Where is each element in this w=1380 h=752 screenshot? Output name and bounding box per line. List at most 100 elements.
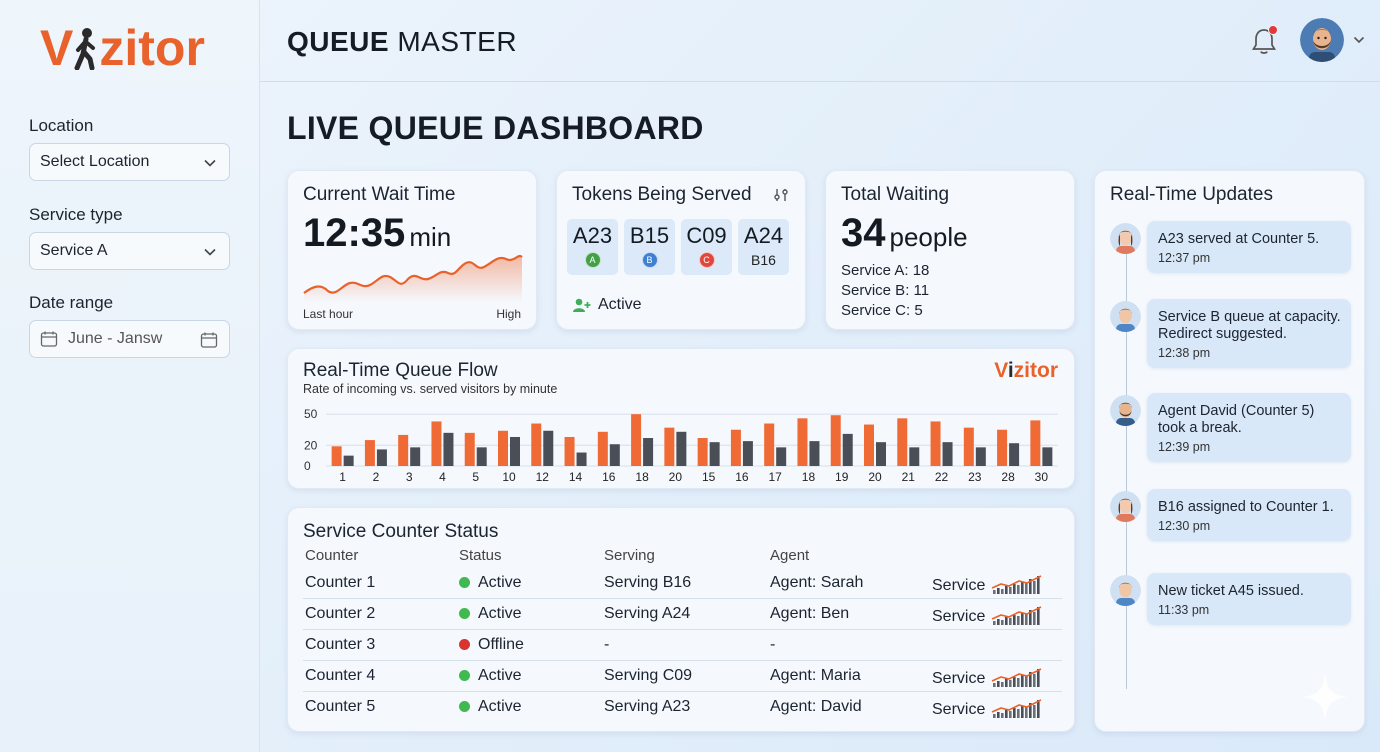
update-item[interactable]: B16 assigned to Counter 1. 12:30 pm xyxy=(1147,489,1351,541)
bar-served xyxy=(942,442,953,466)
mini-trend-bar xyxy=(1021,613,1024,625)
bar-served xyxy=(975,447,986,466)
x-tick-label: 15 xyxy=(702,470,716,484)
bar-served xyxy=(709,442,720,466)
table-row[interactable]: Counter 3 Offline - - xyxy=(303,630,1062,661)
bar-served xyxy=(476,447,487,466)
bar-incoming xyxy=(864,424,874,466)
total-waiting-unit: people xyxy=(889,222,968,252)
wait-time-card: Current Wait Time 12:35 min Last hour Hig… xyxy=(287,170,537,330)
service-type-select[interactable]: Service A xyxy=(29,232,230,270)
mini-trend-bar xyxy=(1001,589,1004,594)
x-tick-label: 20 xyxy=(669,470,683,484)
wait-time-number: 12:35 xyxy=(303,211,406,255)
mini-trend-bar xyxy=(1017,585,1020,594)
queue-flow-card: Real-Time Queue Flow Rate of incoming vs… xyxy=(287,348,1075,489)
mini-trend-bar xyxy=(1025,614,1028,625)
calendar-icon[interactable] xyxy=(200,331,218,349)
counter-serving: Serving A24 xyxy=(604,605,691,622)
person-avatar-icon xyxy=(1110,491,1141,522)
counter-serving: Serving C09 xyxy=(604,667,693,684)
counter-status-text: Offline xyxy=(478,636,524,653)
brand-logo[interactable]: V zitor xyxy=(40,20,205,76)
counter-agent: Agent: Ben xyxy=(770,605,850,622)
mini-trend-line xyxy=(992,699,1042,713)
x-tick-label: 18 xyxy=(802,470,816,484)
mini-trend-bar xyxy=(1013,584,1016,594)
mini-trend-bar xyxy=(1029,610,1032,625)
location-select[interactable]: Select Location xyxy=(29,143,230,181)
app-title: QUEUE MASTER xyxy=(287,26,517,58)
update-avatar xyxy=(1110,223,1141,254)
chevron-down-icon[interactable] xyxy=(1353,34,1365,46)
counter-name: Counter 5 xyxy=(305,698,376,715)
counter-status: Active xyxy=(459,574,522,592)
mini-trend-bar xyxy=(1037,700,1040,718)
counter-service: Service xyxy=(932,574,1043,595)
mini-trend-chart xyxy=(992,606,1042,625)
bar-incoming xyxy=(897,418,908,466)
walking-person-icon xyxy=(74,28,96,70)
adjust-icon[interactable] xyxy=(773,187,789,203)
bar-incoming xyxy=(764,423,775,466)
breakdown-service-c: Service C: 5 xyxy=(841,302,923,319)
mini-trend-bar xyxy=(993,714,996,718)
token-chip[interactable]: B15 B xyxy=(624,219,675,275)
counter-name: Counter 3 xyxy=(305,636,376,653)
notification-dot xyxy=(1268,25,1278,35)
update-item[interactable]: New ticket A45 issued. 11:33 pm xyxy=(1147,573,1351,625)
token-code: B15 xyxy=(629,223,670,248)
update-item[interactable]: Service B queue at capacity. Redirect su… xyxy=(1147,299,1351,368)
mini-trend-bar xyxy=(1017,616,1020,625)
token-chip[interactable]: A23 A xyxy=(567,219,618,275)
x-tick-label: 17 xyxy=(769,470,783,484)
token-chip[interactable]: C09 C xyxy=(681,219,732,275)
update-avatar xyxy=(1110,575,1141,606)
chevron-down-icon xyxy=(204,159,216,167)
bar-incoming xyxy=(697,438,708,466)
mini-trend-bar xyxy=(1021,582,1024,594)
mini-trend-bar xyxy=(993,683,996,687)
counter-status-card: Service Counter Status Counter Status Se… xyxy=(287,507,1075,732)
table-row[interactable]: Counter 2 Active Serving A24 Agent: Ben Serv… xyxy=(303,599,1062,630)
mini-trend-chart xyxy=(992,668,1042,687)
user-avatar[interactable] xyxy=(1300,18,1344,62)
table-row[interactable]: Counter 4 Active Serving C09 Agent: Maria Se… xyxy=(303,661,1062,692)
x-tick-label: 30 xyxy=(1035,470,1049,484)
bar-served xyxy=(676,431,687,466)
total-waiting-value: 34 people xyxy=(841,211,968,256)
mini-trend-bar xyxy=(1033,581,1036,594)
status-dot xyxy=(459,639,470,650)
update-item[interactable]: Agent David (Counter 5) took a break. 12:… xyxy=(1147,393,1351,462)
counter-serving: Serving A23 xyxy=(604,698,691,715)
counter-serving: Serving B16 xyxy=(604,574,692,591)
bar-served xyxy=(343,455,354,466)
tokens-title: Tokens Being Served xyxy=(572,184,752,205)
flow-logo-i: i xyxy=(1007,359,1014,382)
counter-service-text: Service xyxy=(932,608,986,625)
counter-agent: Agent: David xyxy=(770,698,862,715)
mini-trend-bar xyxy=(1013,677,1016,687)
x-tick-label: 10 xyxy=(502,470,516,484)
bar-served xyxy=(742,441,753,466)
bar-served xyxy=(376,449,387,466)
mini-trend-bar xyxy=(1009,680,1012,687)
token-chip[interactable]: A24 B16 xyxy=(738,219,789,275)
location-label: Location xyxy=(29,116,94,135)
mini-trend-bar xyxy=(1029,672,1032,687)
y-tick-label: 50 xyxy=(304,407,318,421)
person-avatar-icon xyxy=(1110,223,1141,254)
x-tick-label: 12 xyxy=(536,470,550,484)
table-row[interactable]: Counter 5 Active Serving A23 Agent: David Se… xyxy=(303,692,1062,723)
bar-served xyxy=(776,447,787,466)
update-item[interactable]: A23 served at Counter 5. 12:37 pm xyxy=(1147,221,1351,273)
token-badge: C xyxy=(698,252,715,268)
counter-status-text: Active xyxy=(478,698,522,715)
counter-service-text: Service xyxy=(932,701,986,718)
mini-trend-bar xyxy=(1009,618,1012,625)
date-range-input[interactable]: June - Jansw xyxy=(29,320,230,358)
table-row[interactable]: Counter 1 Active Serving B16 Agent: Sarah Se… xyxy=(303,568,1062,599)
sidebar: V zitor Location Select Location Service… xyxy=(0,0,260,752)
counter-status: Offline xyxy=(459,636,524,654)
